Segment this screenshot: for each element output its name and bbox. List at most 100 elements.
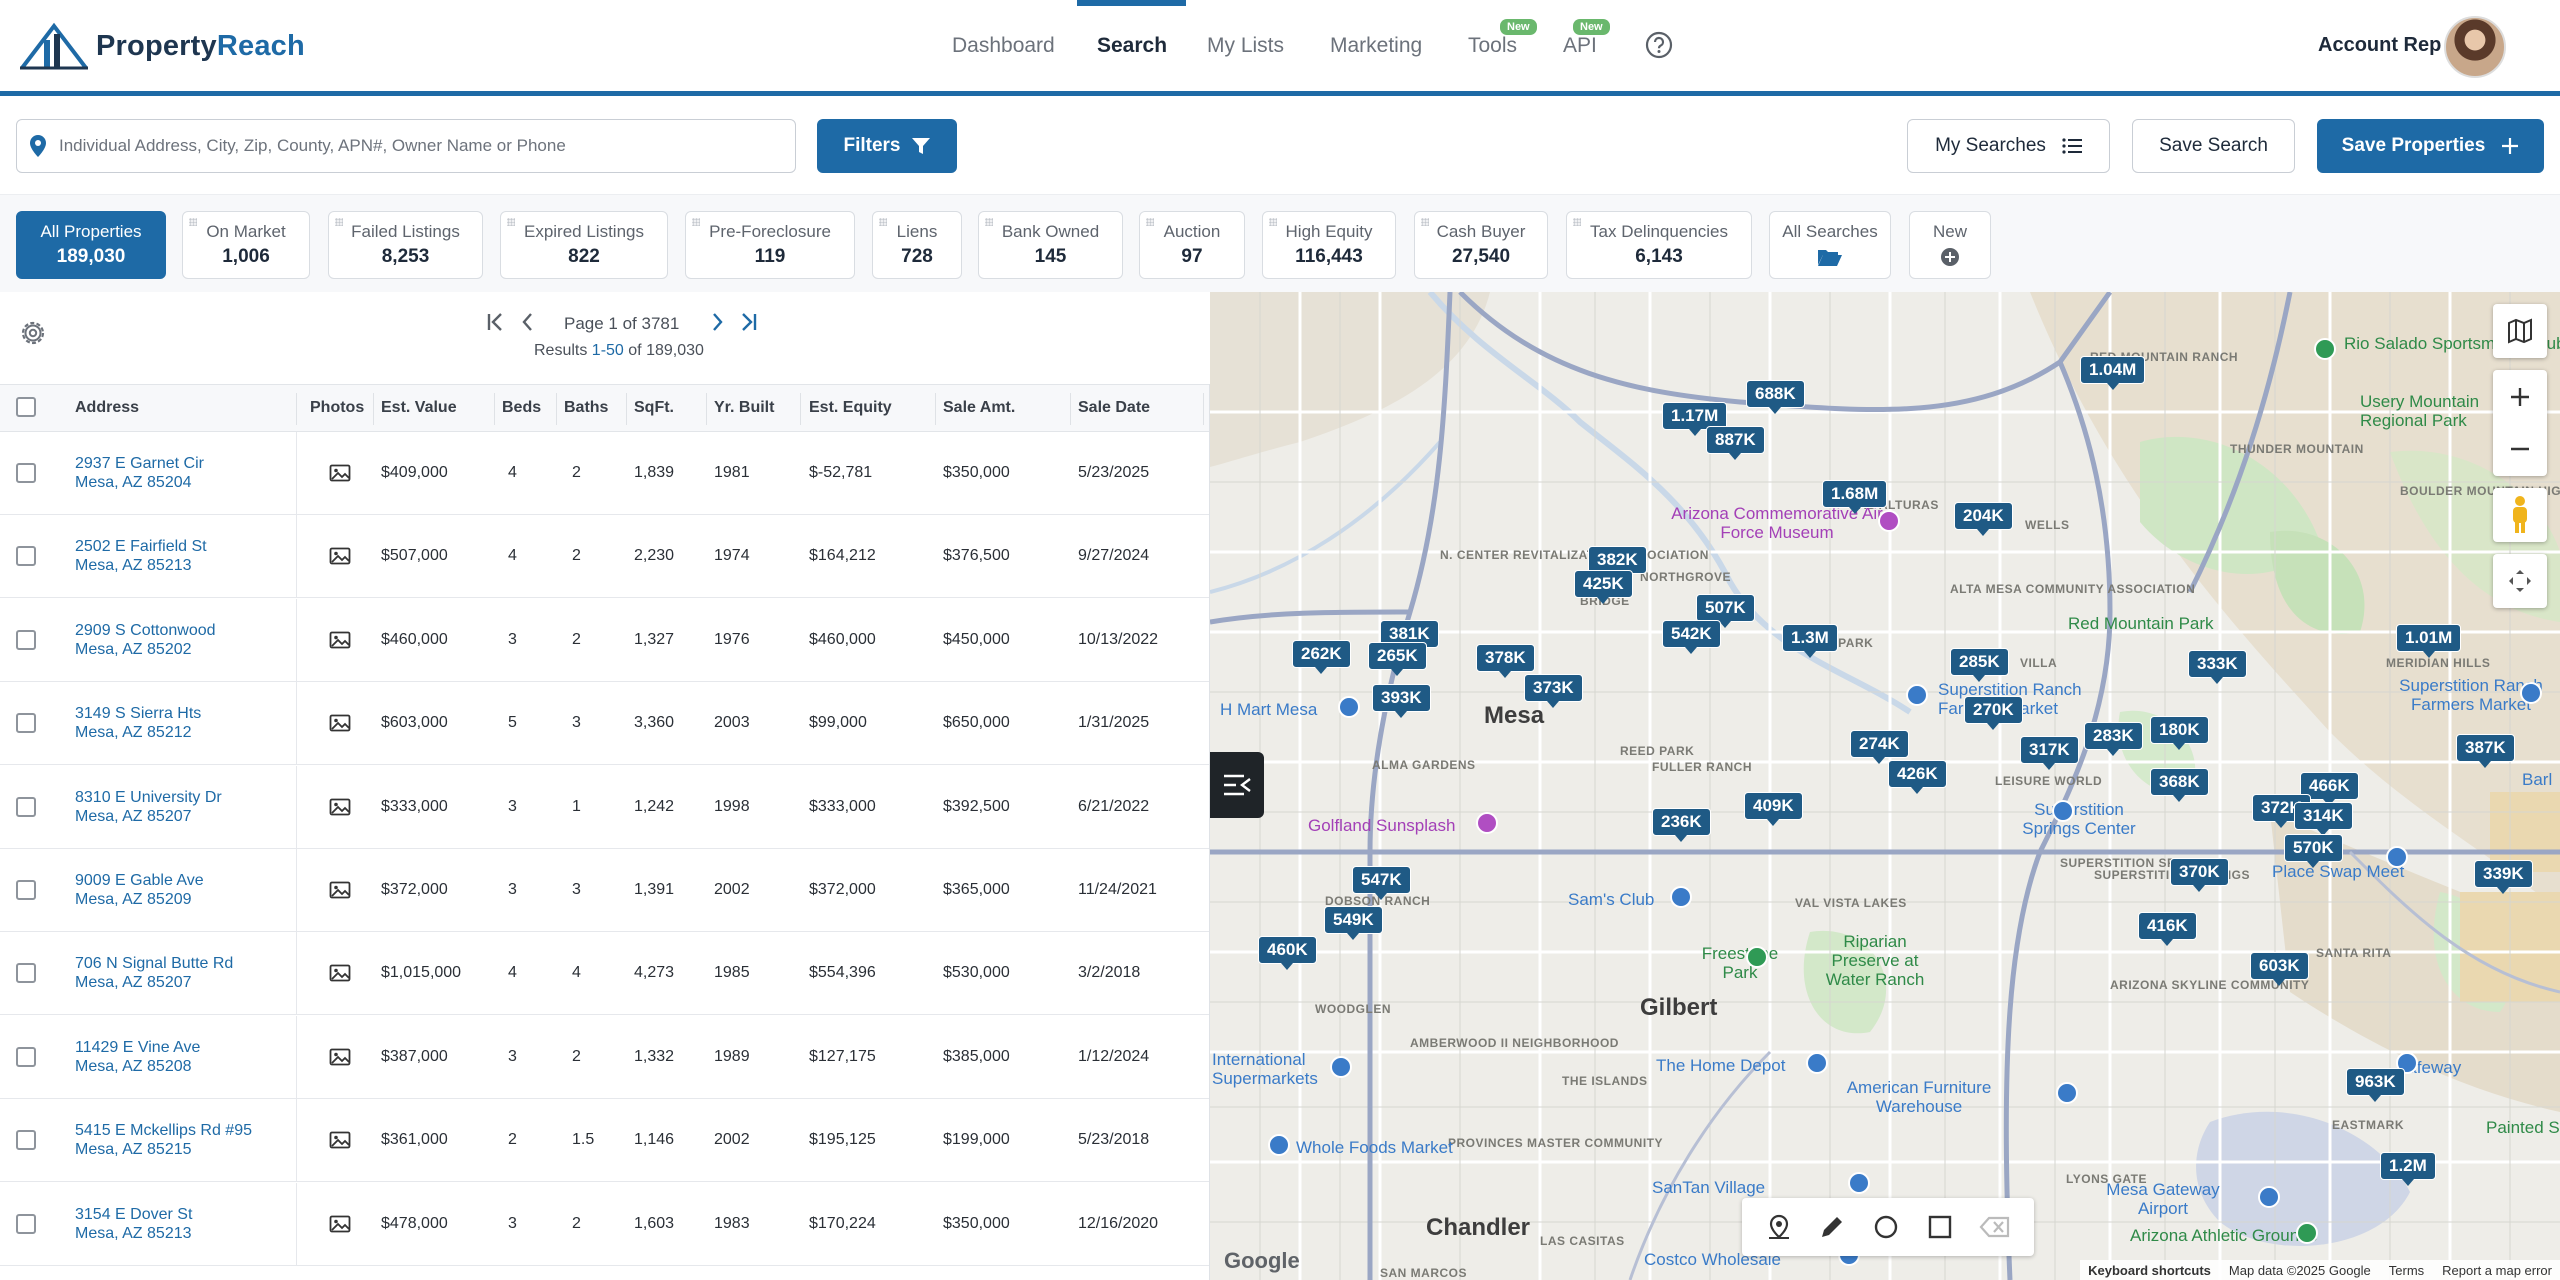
street-address[interactable]: 3149 S Sierra Hts: [75, 705, 202, 723]
price-marker[interactable]: 314K: [2294, 802, 2353, 836]
price-marker[interactable]: 373K: [1524, 674, 1583, 708]
save-search-button[interactable]: Save Search: [2132, 119, 2295, 173]
nav-marketing[interactable]: Marketing: [1330, 34, 1423, 57]
row-checkbox[interactable]: [16, 463, 36, 483]
address-link[interactable]: 9009 E Gable Ave Mesa, AZ 85209: [75, 871, 204, 909]
table-row[interactable]: 3154 E Dover St Mesa, AZ 85213 $478,000 3 2 1…: [0, 1182, 1209, 1266]
help-icon[interactable]: [1644, 30, 1674, 60]
row-checkbox[interactable]: [16, 1213, 36, 1234]
price-marker[interactable]: 542K: [1662, 620, 1721, 654]
photo-icon[interactable]: [329, 1047, 351, 1067]
price-marker[interactable]: 339K: [2474, 860, 2533, 894]
price-marker[interactable]: 603K: [2250, 952, 2309, 986]
photo-icon[interactable]: [329, 963, 351, 983]
address-link[interactable]: 3154 E Dover St Mesa, AZ 85213: [75, 1205, 192, 1243]
tab-on-market[interactable]: On Market 1,006: [182, 211, 310, 279]
table-row[interactable]: 8310 E University Dr Mesa, AZ 85207 $333,0…: [0, 765, 1209, 849]
col-yr-built[interactable]: Yr. Built: [714, 399, 775, 416]
price-marker[interactable]: 236K: [1652, 808, 1711, 842]
price-marker[interactable]: 1.17M: [1662, 402, 1728, 436]
fullscreen-button[interactable]: [2493, 554, 2547, 608]
photo-icon[interactable]: [329, 546, 351, 566]
price-marker[interactable]: 1.3M: [1782, 624, 1838, 658]
col-photos[interactable]: Photos: [310, 399, 365, 416]
col-sale-date[interactable]: Sale Date: [1078, 399, 1151, 416]
tab-all-properties[interactable]: All Properties 189,030: [16, 211, 166, 279]
address-link[interactable]: 2909 S Cottonwood Mesa, AZ 85202: [75, 621, 216, 659]
price-marker[interactable]: 372K: [2252, 794, 2311, 828]
row-checkbox[interactable]: [16, 1130, 36, 1151]
col-est-value[interactable]: Est. Value: [381, 399, 457, 416]
table-row[interactable]: 706 N Signal Butte Rd Mesa, AZ 85207 $1,01…: [0, 932, 1209, 1016]
address-link[interactable]: 11429 E Vine Ave Mesa, AZ 85208: [75, 1038, 200, 1076]
price-marker[interactable]: 180K: [2150, 716, 2209, 750]
price-marker[interactable]: 262K: [1292, 640, 1351, 674]
col-address[interactable]: Address: [75, 399, 140, 416]
row-checkbox[interactable]: [16, 796, 36, 817]
price-marker[interactable]: 317K: [2020, 736, 2079, 770]
street-address[interactable]: 3154 E Dover St: [75, 1205, 193, 1223]
address-link[interactable]: 8310 E University Dr Mesa, AZ 85207: [75, 788, 222, 826]
table-row[interactable]: 2937 E Garnet Cir Mesa, AZ 85204 $409,000 4…: [0, 432, 1209, 515]
price-marker[interactable]: 416K: [2138, 912, 2197, 946]
square-draw-icon[interactable]: [1926, 1213, 1954, 1241]
street-address[interactable]: 9009 E Gable Ave: [75, 872, 204, 889]
nav-search[interactable]: Search: [1097, 34, 1168, 57]
keyboard-shortcuts-link[interactable]: Keyboard shortcuts: [2088, 1262, 2211, 1278]
price-marker[interactable]: 333K: [2188, 650, 2247, 684]
collapse-table-button[interactable]: [1210, 752, 1264, 818]
search-input[interactable]: Individual Address, City, Zip, County, A…: [16, 119, 796, 173]
address-link[interactable]: 3149 S Sierra Hts Mesa, AZ 85212: [75, 704, 201, 742]
select-all-checkbox[interactable]: [16, 397, 36, 417]
table-row[interactable]: 2909 S Cottonwood Mesa, AZ 85202 $460,000 3…: [0, 598, 1209, 682]
price-marker[interactable]: 570K: [2284, 834, 2343, 868]
table-row[interactable]: 3149 S Sierra Hts Mesa, AZ 85212 $603,000 5…: [0, 682, 1209, 766]
price-marker[interactable]: 265K: [1368, 642, 1427, 676]
price-marker[interactable]: 270K: [1964, 696, 2023, 730]
price-marker[interactable]: 1.68M: [1822, 480, 1888, 514]
tab-new[interactable]: New: [1909, 211, 1991, 279]
property-map[interactable]: RED MOUNTAIN RANCH THUNDER MOUNTAIN BOUL…: [1210, 292, 2560, 1280]
tab-bank-owned[interactable]: Bank Owned 145: [978, 211, 1123, 279]
save-properties-button[interactable]: Save Properties: [2317, 119, 2544, 173]
tab-expired-listings[interactable]: Expired Listings 822: [500, 211, 668, 279]
street-view-button[interactable]: [2493, 488, 2547, 542]
clear-draw-icon[interactable]: [1979, 1213, 2011, 1241]
address-link[interactable]: 706 N Signal Butte Rd Mesa, AZ 85207: [75, 954, 233, 992]
terms-link[interactable]: Terms: [2388, 1262, 2425, 1278]
tab-failed-listings[interactable]: Failed Listings 8,253: [328, 211, 483, 279]
avatar[interactable]: [2444, 16, 2506, 78]
photo-icon[interactable]: [329, 1214, 351, 1234]
photo-icon[interactable]: [329, 1130, 351, 1150]
next-page-icon[interactable]: [709, 310, 725, 334]
price-marker[interactable]: 274K: [1850, 730, 1909, 764]
nav-tools[interactable]: Tools: [1468, 34, 1518, 57]
brand-logo[interactable]: PropertyReach: [18, 20, 305, 72]
table-row[interactable]: 9009 E Gable Ave Mesa, AZ 85209 $372,000 3 3…: [0, 849, 1209, 932]
tab-tax-delinquencies[interactable]: Tax Delinquencies 6,143: [1566, 211, 1752, 279]
gear-icon[interactable]: [16, 316, 50, 350]
price-marker[interactable]: 204K: [1954, 502, 2013, 536]
price-marker[interactable]: 549K: [1324, 906, 1383, 940]
price-marker[interactable]: 688K: [1746, 380, 1805, 414]
photo-icon[interactable]: [329, 797, 351, 817]
row-checkbox[interactable]: [16, 713, 36, 734]
tab-cash-buyer[interactable]: Cash Buyer 27,540: [1414, 211, 1548, 279]
circle-draw-icon[interactable]: [1872, 1213, 1900, 1241]
price-marker[interactable]: 1.04M: [2080, 356, 2146, 390]
zoom-out-icon[interactable]: [2507, 436, 2533, 462]
photo-icon[interactable]: [329, 463, 351, 483]
account-label[interactable]: Account Rep: [2318, 34, 2442, 56]
my-searches-button[interactable]: My Searches: [1907, 119, 2110, 173]
tab-pre-foreclosure[interactable]: Pre-Foreclosure 119: [685, 211, 855, 279]
street-address[interactable]: 11429 E Vine Ave: [75, 1038, 201, 1056]
street-address[interactable]: 8310 E University Dr: [75, 788, 222, 806]
tab-all-searches[interactable]: All Searches: [1769, 211, 1891, 279]
price-marker[interactable]: 460K: [1258, 936, 1317, 970]
col-sqft[interactable]: SqFt.: [634, 399, 674, 416]
filters-button[interactable]: Filters: [817, 119, 957, 173]
price-marker[interactable]: 1.2M: [2380, 1152, 2436, 1186]
photo-icon[interactable]: [329, 630, 351, 650]
tab-high-equity[interactable]: High Equity 116,443: [1262, 211, 1396, 279]
zoom-in-icon[interactable]: [2507, 384, 2533, 410]
